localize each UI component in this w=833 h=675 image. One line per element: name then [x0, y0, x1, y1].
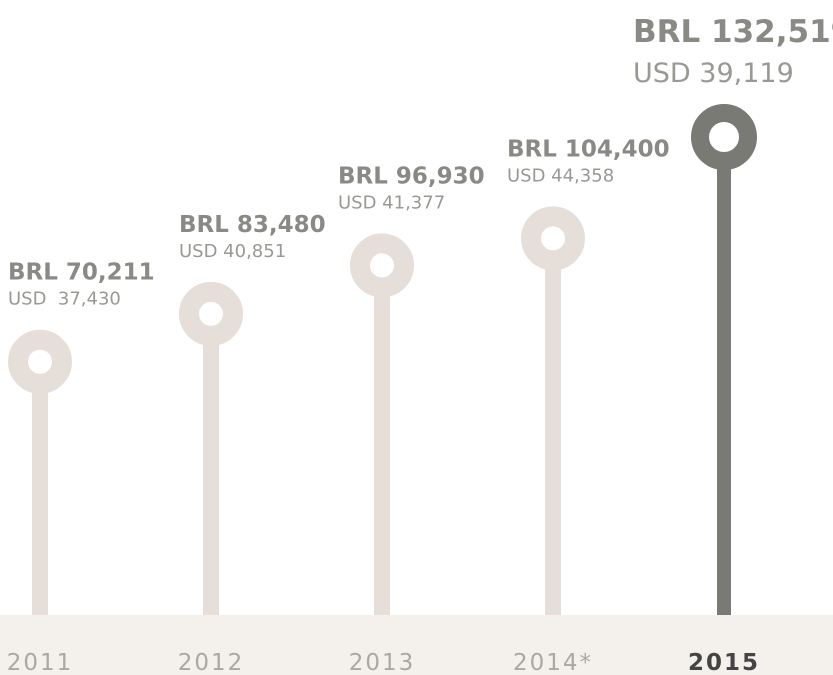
brl-label: BRL 132,519 — [633, 14, 833, 50]
usd-label: USD 37,430 — [8, 289, 121, 310]
x-tick-label: 2011 — [7, 650, 74, 675]
usd-label: USD 41,377 — [338, 192, 445, 213]
marker — [521, 206, 585, 271]
x-tick-label: 2015 — [688, 650, 760, 675]
marker — [179, 281, 243, 346]
usd-label: USD 40,851 — [179, 241, 286, 262]
marker — [691, 104, 757, 170]
brl-label: BRL 104,400 — [507, 136, 670, 162]
x-tick-label: 2013 — [349, 650, 416, 675]
usd-label: USD 39,119 — [633, 58, 794, 89]
usd-label: USD 44,358 — [507, 165, 614, 186]
brl-label: BRL 96,930 — [338, 163, 485, 189]
x-tick-label: 2012 — [178, 650, 245, 675]
marker — [8, 329, 72, 394]
x-tick-label: 2014* — [513, 650, 593, 675]
brl-label: BRL 83,480 — [179, 212, 326, 238]
axis-band — [0, 615, 833, 675]
marker — [350, 233, 414, 298]
brl-label: BRL 70,211 — [8, 260, 155, 286]
